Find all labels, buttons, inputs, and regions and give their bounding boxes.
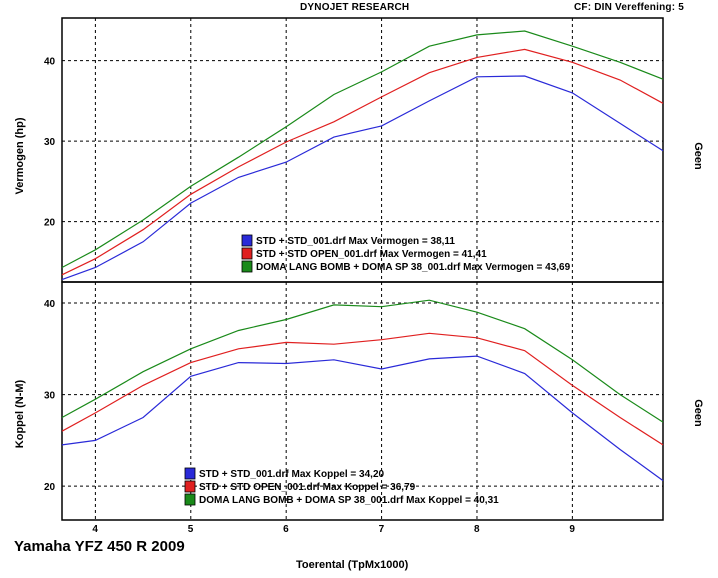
chart-header-cf: CF: DIN Vereffening: 5 bbox=[574, 2, 684, 13]
bottom-series-line-red bbox=[61, 332, 664, 446]
top-legend-entry-blue: STD + STD_001.drf Max Vermogen = 38,11 bbox=[256, 236, 455, 247]
bottom-ytick-label: 20 bbox=[44, 482, 56, 493]
bottom-legend-swatch-green bbox=[184, 493, 196, 506]
top-legend-entry-green: DOMA LANG BOMB + DOMA SP 38_001.drf Max … bbox=[256, 262, 571, 273]
xtick-label: 9 bbox=[569, 524, 575, 535]
top-series-line-red bbox=[61, 48, 664, 276]
top-legend-swatch-red bbox=[241, 247, 253, 260]
top-series-line-blue bbox=[61, 75, 664, 281]
bottom-legend-swatch-red bbox=[184, 480, 196, 493]
xtick-label: 5 bbox=[188, 524, 194, 535]
top-ytick-label: 40 bbox=[44, 57, 56, 68]
top-legend-swatch-blue bbox=[241, 234, 253, 247]
bottom-legend-entry-green: DOMA LANG BOMB + DOMA SP 38_001.drf Max … bbox=[199, 495, 499, 506]
chart-header-title: DYNOJET RESEARCH bbox=[300, 2, 410, 13]
top-legend-entry-red: STD + STD OPEN_001.drf Max Vermogen = 41… bbox=[256, 249, 487, 260]
bottom-ytick-label: 30 bbox=[44, 391, 56, 402]
top-series-line-green bbox=[61, 30, 664, 269]
xtick-label: 4 bbox=[92, 524, 98, 535]
bottom-series-line-green bbox=[61, 299, 664, 423]
vehicle-caption: Yamaha YFZ 450 R 2009 bbox=[14, 538, 185, 555]
bottom-plot-frame bbox=[61, 281, 664, 521]
bottom-legend-entry-red: STD + STD OPEN_001.drf Max Koppel = 36,7… bbox=[199, 482, 416, 493]
x-axis-label: Toerental (TpMx1000) bbox=[296, 559, 409, 571]
top-ytick-label: 30 bbox=[44, 137, 56, 148]
top-legend-swatch-green bbox=[241, 260, 253, 273]
bottom-series-line-blue bbox=[61, 355, 664, 482]
bottom-legend-entry-blue: STD + STD_001.drf Max Koppel = 34,20 bbox=[199, 469, 385, 480]
xtick-label: 7 bbox=[379, 524, 385, 535]
top-ytick-label: 20 bbox=[44, 218, 56, 229]
bottom-ytick-label: 40 bbox=[44, 299, 56, 310]
xtick-label: 8 bbox=[474, 524, 480, 535]
xtick-label: 6 bbox=[283, 524, 289, 535]
bottom-legend-swatch-blue bbox=[184, 467, 196, 480]
